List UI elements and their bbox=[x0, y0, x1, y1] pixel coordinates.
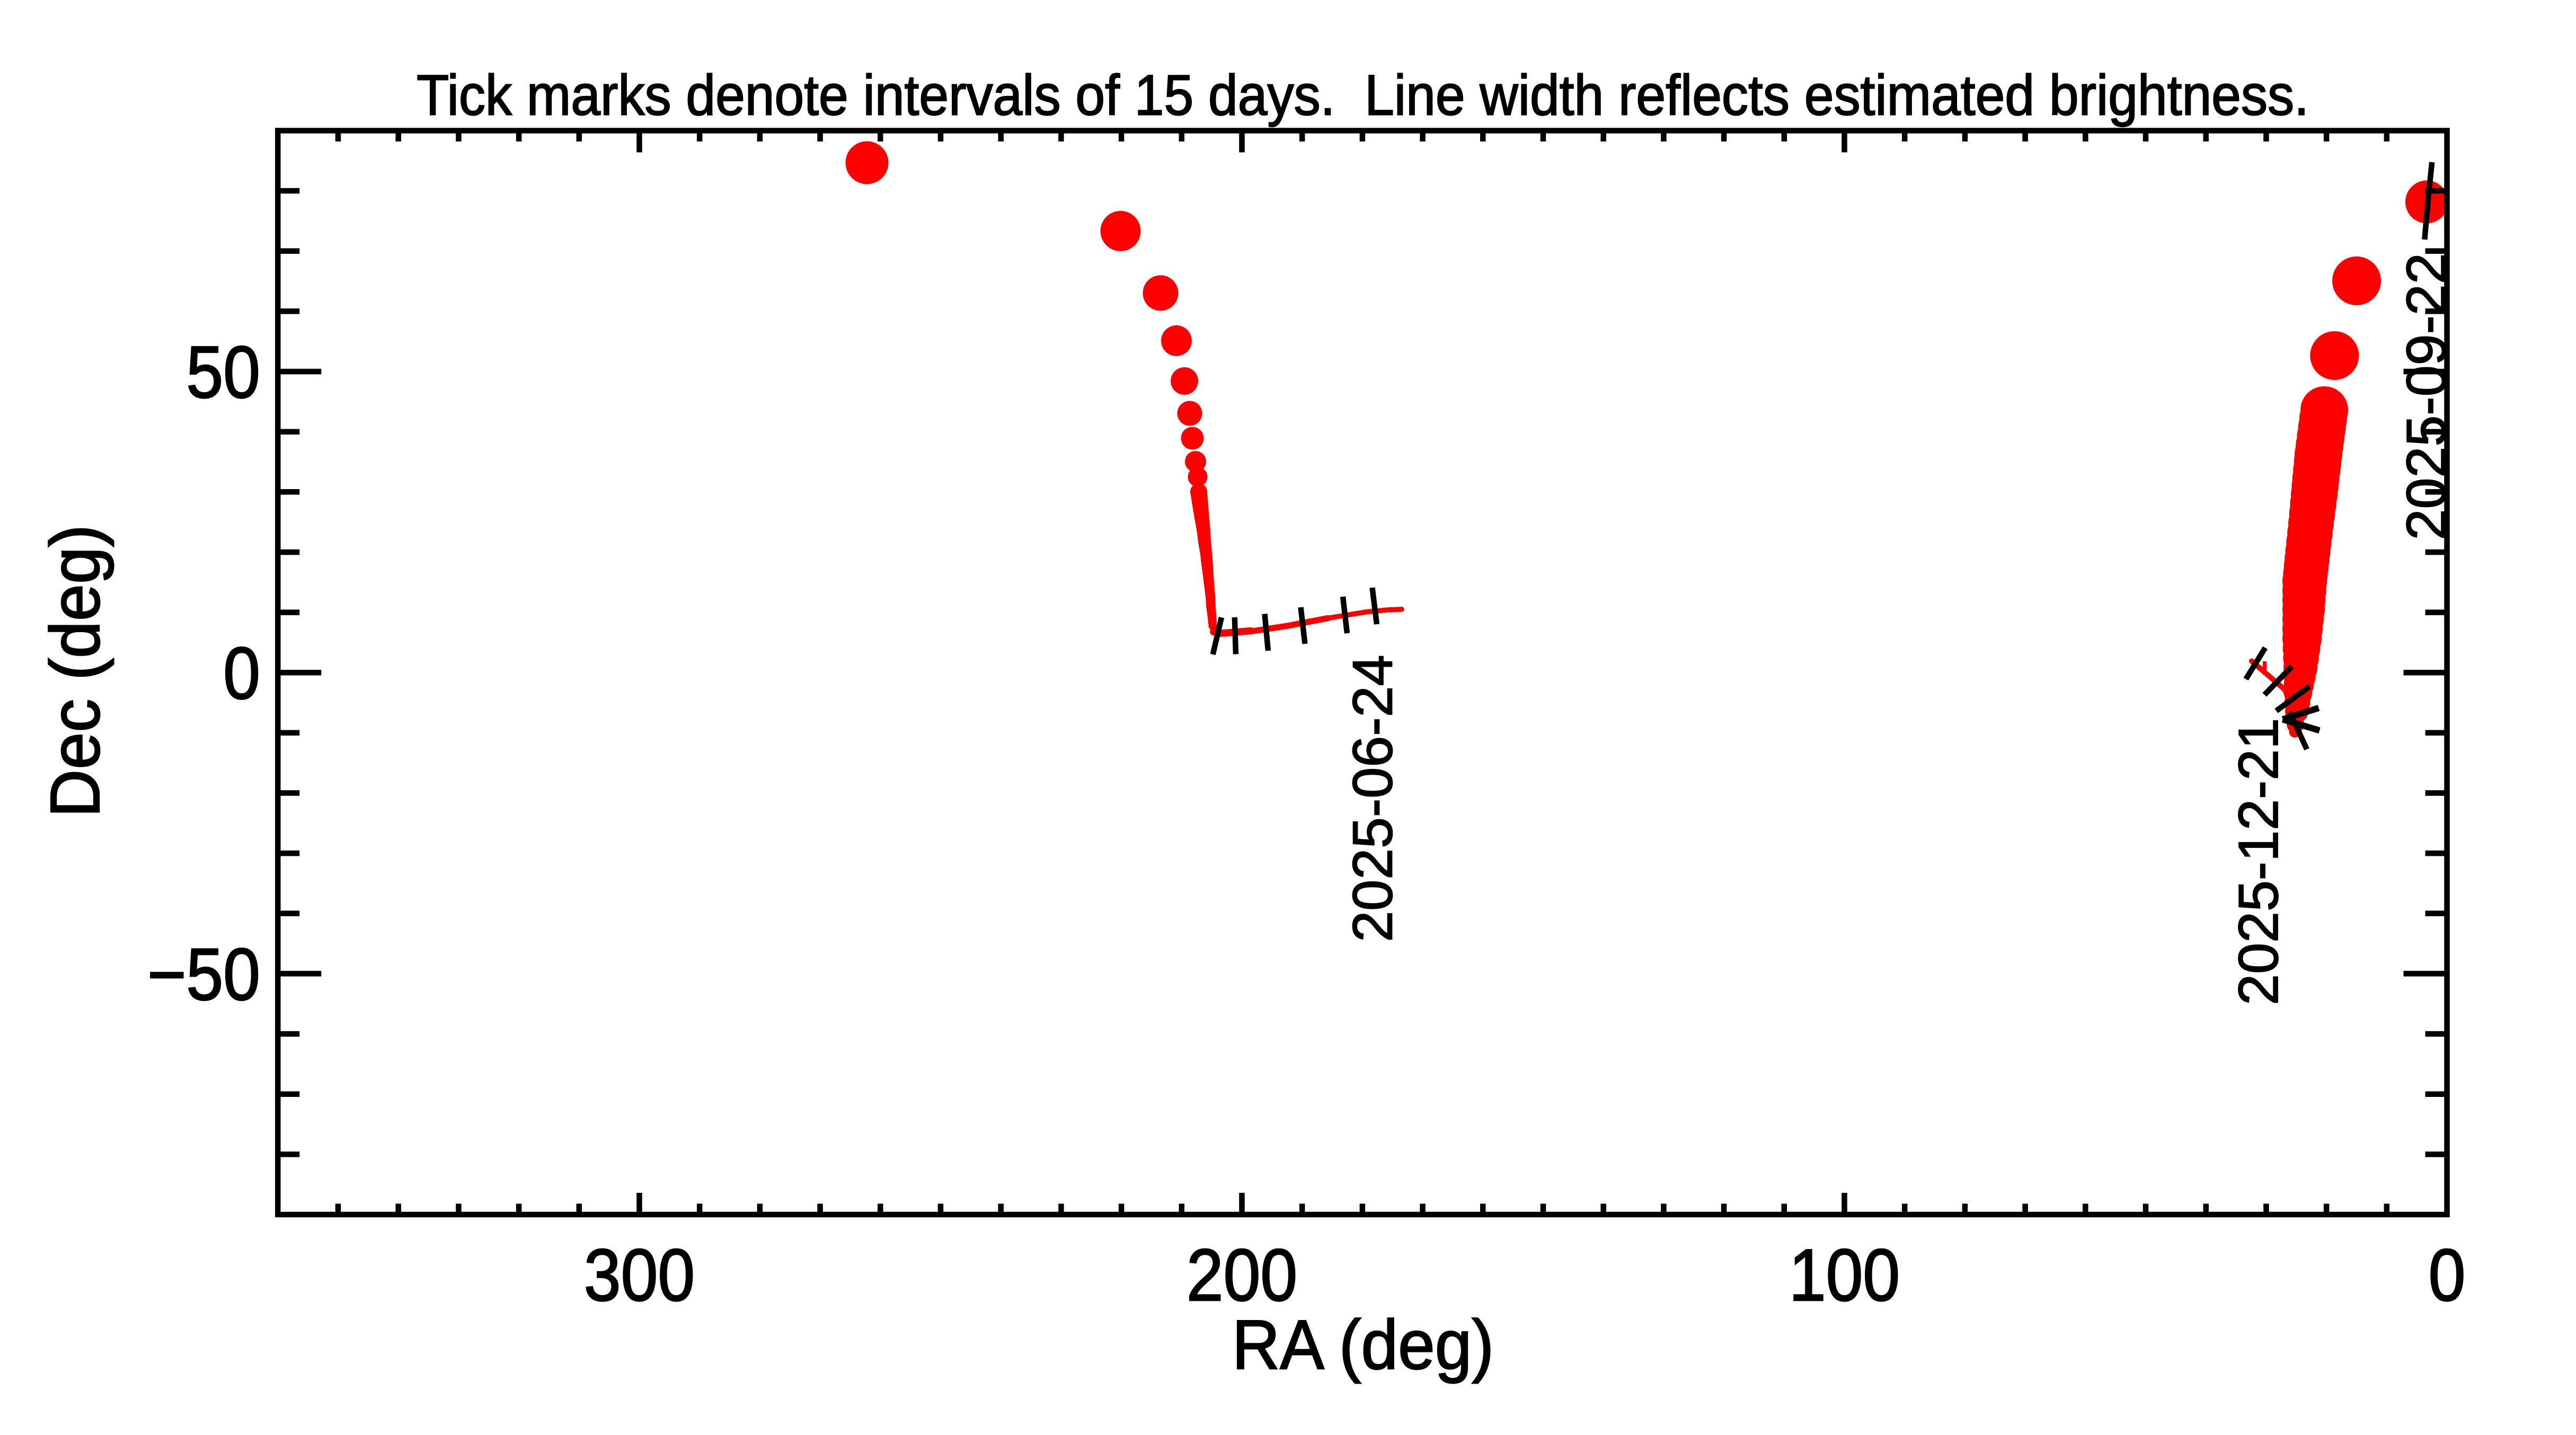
svg-text:−50: −50 bbox=[147, 934, 260, 1016]
svg-text:Tick marks denote intervals of: Tick marks denote intervals of 15 days. … bbox=[417, 64, 2309, 127]
svg-text:100: 100 bbox=[1789, 1234, 1900, 1316]
svg-text:2025-06-24: 2025-06-24 bbox=[1342, 655, 1404, 942]
svg-text:0: 0 bbox=[2429, 1234, 2466, 1316]
svg-text:RA (deg): RA (deg) bbox=[1232, 1306, 1494, 1384]
svg-text:300: 300 bbox=[584, 1234, 695, 1316]
svg-text:Dec (deg): Dec (deg) bbox=[36, 525, 114, 818]
svg-text:0: 0 bbox=[223, 632, 260, 714]
svg-text:200: 200 bbox=[1187, 1234, 1297, 1316]
svg-text:2025-12-21: 2025-12-21 bbox=[2227, 718, 2290, 1005]
svg-text:50: 50 bbox=[186, 331, 260, 413]
svg-text:2025-09-22: 2025-09-22 bbox=[2395, 253, 2458, 540]
